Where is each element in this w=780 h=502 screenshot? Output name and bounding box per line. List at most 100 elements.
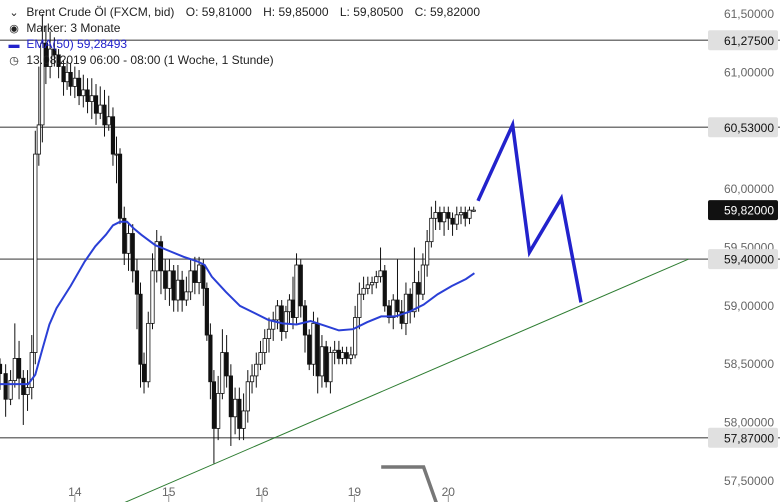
candle-96 bbox=[395, 259, 400, 318]
candle-83 bbox=[340, 346, 345, 365]
candle-8 bbox=[33, 130, 38, 365]
candle-20 bbox=[81, 74, 86, 108]
candle-1 bbox=[3, 364, 8, 417]
candle-30 bbox=[122, 206, 127, 266]
candle-67 bbox=[275, 300, 280, 330]
candle-24 bbox=[98, 86, 103, 120]
ema-line bbox=[0, 220, 475, 386]
level-label-0: 61,27500 bbox=[708, 30, 778, 51]
x-tick-label: 19 bbox=[348, 485, 362, 499]
candle-47 bbox=[192, 256, 197, 295]
candle-78 bbox=[319, 335, 325, 388]
candle-112 bbox=[463, 206, 468, 227]
close-value: C: 59,82000 bbox=[414, 5, 481, 19]
candle-72 bbox=[294, 253, 299, 324]
candle-50 bbox=[204, 282, 209, 341]
candle-52 bbox=[211, 370, 217, 464]
candle-98 bbox=[403, 282, 409, 336]
x-tick-label: 20 bbox=[442, 485, 456, 499]
candle-91 bbox=[374, 270, 379, 289]
current-price-label: 59,82000 bbox=[708, 200, 778, 221]
candle-107 bbox=[441, 206, 447, 236]
candle-69 bbox=[283, 305, 289, 339]
candle-89 bbox=[365, 276, 370, 295]
candle-59 bbox=[241, 393, 246, 441]
candle-99 bbox=[408, 288, 413, 324]
candle-6 bbox=[25, 370, 30, 411]
candle-60 bbox=[245, 370, 250, 423]
x-axis: 14 15 16 19 20 bbox=[68, 485, 455, 502]
projection-layer bbox=[381, 118, 583, 502]
candle-58 bbox=[237, 387, 242, 441]
ema-row: ▬ EMA(50) 59,28493 bbox=[8, 36, 128, 52]
timestamp-text: 13.08.2019 06:00 - 08:00 (1 Woche, 1 Stu… bbox=[26, 53, 274, 67]
candle-33 bbox=[134, 259, 140, 330]
candle-45 bbox=[184, 276, 189, 306]
level-label-1: 60,53000 bbox=[708, 117, 778, 138]
candle-95 bbox=[391, 294, 396, 330]
candle-71 bbox=[290, 276, 296, 330]
candle-65 bbox=[266, 317, 272, 353]
candle-29 bbox=[117, 148, 123, 225]
trendline-layer bbox=[124, 258, 689, 502]
marker-row: ◉ Marker: 3 Monate bbox=[8, 20, 120, 36]
candle-44 bbox=[180, 270, 185, 312]
candle-73 bbox=[298, 259, 303, 318]
line-swatch-icon: ▬ bbox=[8, 39, 20, 51]
candle-70 bbox=[287, 294, 292, 324]
candle-85 bbox=[348, 346, 353, 365]
candle-9 bbox=[36, 66, 41, 166]
candle-51 bbox=[208, 323, 213, 400]
clock-icon: ◷ bbox=[9, 55, 19, 67]
candle-80 bbox=[328, 346, 333, 394]
marker-text: Marker: 3 Monate bbox=[26, 21, 121, 35]
candle-25 bbox=[102, 89, 107, 137]
candle-102 bbox=[420, 253, 425, 301]
candle-40 bbox=[163, 259, 168, 301]
y-tick-label: 60,00000 bbox=[724, 182, 774, 196]
candle-3 bbox=[12, 323, 17, 388]
x-tick-label: 15 bbox=[162, 485, 176, 499]
candle-12 bbox=[48, 31, 53, 79]
x-tick-label: 16 bbox=[255, 485, 269, 499]
candle-92 bbox=[378, 247, 383, 283]
candle-81 bbox=[332, 340, 337, 365]
x-tick-label: 14 bbox=[68, 485, 82, 499]
candle-35 bbox=[141, 352, 147, 394]
y-tick-label: 57,50000 bbox=[724, 474, 774, 488]
radio-dot-icon[interactable]: ◉ bbox=[9, 23, 19, 35]
candle-88 bbox=[361, 276, 366, 301]
instrument-name: Brent Crude Öl (FXCM, bid) bbox=[26, 5, 175, 19]
candle-18 bbox=[72, 66, 77, 99]
candle-10 bbox=[40, 14, 45, 143]
candle-110 bbox=[454, 206, 459, 230]
candle-36 bbox=[146, 311, 151, 388]
time-row: ◷ 13.08.2019 06:00 - 08:00 (1 Woche, 1 S… bbox=[8, 52, 274, 68]
candle-106 bbox=[437, 206, 442, 230]
candle-28 bbox=[114, 136, 119, 184]
candle-90 bbox=[369, 276, 375, 295]
candle-46 bbox=[188, 259, 193, 301]
candle-108 bbox=[446, 206, 451, 230]
candle-34 bbox=[138, 282, 143, 388]
candle-17 bbox=[68, 63, 73, 96]
candle-63 bbox=[258, 340, 263, 371]
candle-74 bbox=[302, 300, 308, 353]
candle-94 bbox=[386, 300, 392, 324]
level-label-3: 57,87000 bbox=[708, 427, 778, 448]
candle-87 bbox=[357, 282, 362, 330]
svg-text:59,82000: 59,82000 bbox=[724, 204, 774, 218]
candle-42 bbox=[171, 265, 176, 312]
candles-layer bbox=[0, 14, 476, 464]
projection-path bbox=[476, 118, 583, 303]
y-tick-label: 61,00000 bbox=[724, 65, 774, 79]
candle-57 bbox=[232, 387, 238, 435]
candle-75 bbox=[307, 329, 312, 371]
high-value: H: 59,85000 bbox=[263, 5, 329, 19]
chevron-down-icon[interactable]: ⌄ bbox=[9, 7, 19, 19]
y-axis: 57,5000058,0000058,5000059,0000059,50000… bbox=[724, 7, 774, 488]
candle-111 bbox=[458, 206, 464, 225]
candle-103 bbox=[425, 229, 430, 277]
level-labels: 61,27500 60,53000 59,40000 57,87000 59,82000 bbox=[708, 30, 778, 448]
